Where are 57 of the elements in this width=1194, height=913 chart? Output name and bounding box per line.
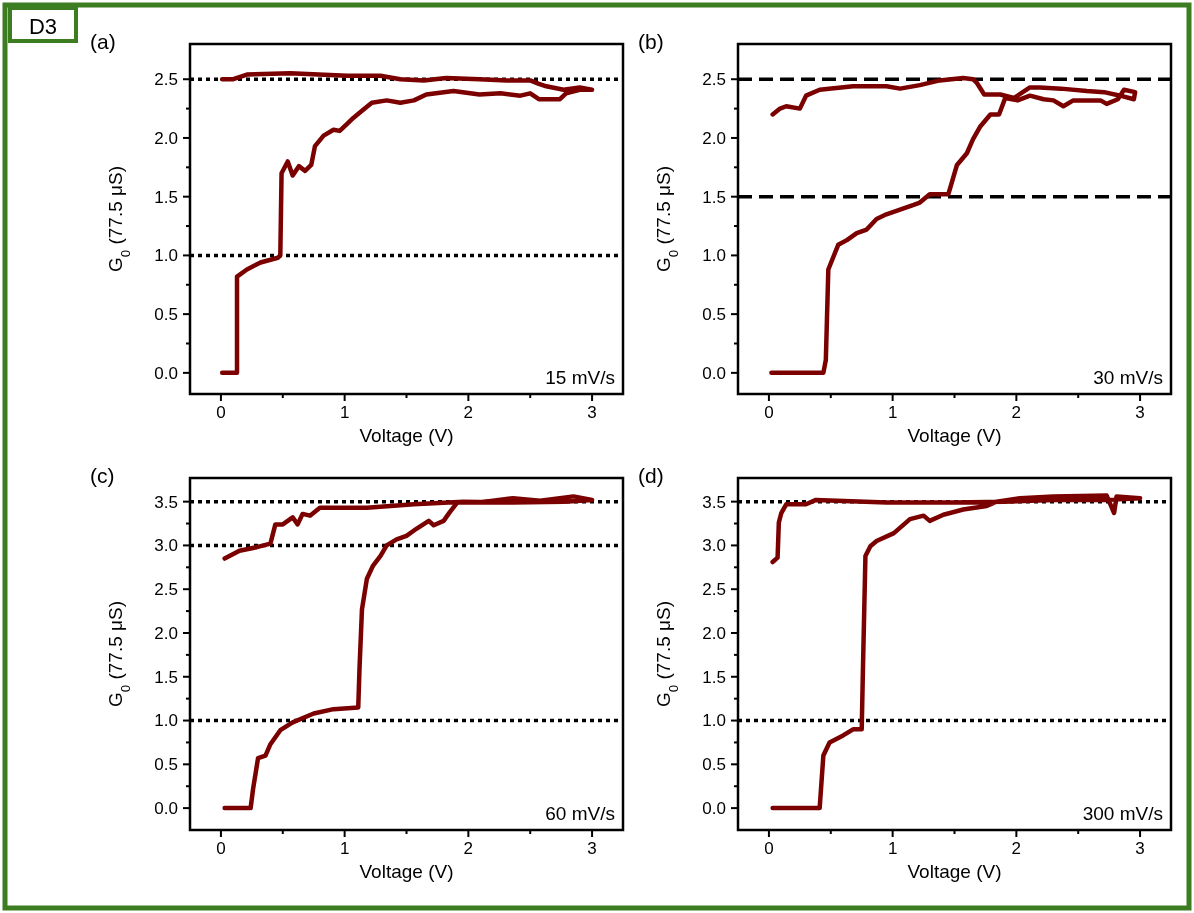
y-tick-label: 0.0 — [702, 363, 726, 383]
y-tick-label: 2.5 — [702, 70, 726, 90]
y-tick-label: 2.5 — [154, 580, 178, 600]
chart-title: (b) — [638, 30, 664, 53]
x-tick-label: 2 — [1011, 403, 1022, 422]
x-tick-label: 3 — [1135, 403, 1145, 422]
chart-title: (c) — [90, 464, 115, 487]
y-tick-label: 0.0 — [154, 363, 178, 383]
y-tick-label: 1.5 — [154, 667, 178, 687]
y-tick-label: 2.0 — [154, 623, 178, 643]
x-tick-label: 0 — [764, 403, 774, 422]
y-tick-label: 0.5 — [702, 755, 726, 775]
x-axis-title: Voltage (V) — [359, 425, 454, 446]
x-tick-label: 2 — [463, 839, 474, 858]
y-tick-label: 0.5 — [702, 305, 726, 325]
y-tick-label: 1.5 — [702, 667, 726, 687]
x-tick-label: 2 — [463, 403, 474, 422]
y-tick-label: 0.0 — [154, 799, 178, 819]
y-tick-label: 1.5 — [702, 187, 726, 207]
annotation: 60 mV/s — [545, 803, 615, 824]
x-tick-label: 1 — [887, 839, 898, 858]
y-tick-label: 3.5 — [702, 492, 726, 512]
y-tick-label: 2.0 — [702, 128, 726, 148]
x-tick-label: 3 — [587, 839, 597, 858]
y-tick-label: 1.0 — [154, 246, 178, 266]
annotation: 300 mV/s — [1082, 803, 1163, 824]
y-tick-label: 1.0 — [702, 711, 726, 731]
x-tick-label: 1 — [339, 403, 350, 422]
x-axis-title: Voltage (V) — [907, 425, 1002, 446]
x-tick-label: 1 — [887, 403, 898, 422]
x-tick-label: 0 — [764, 839, 774, 858]
text: D3 — [28, 14, 58, 39]
chart-title: (a) — [90, 30, 116, 53]
y-tick-label: 3.0 — [154, 536, 178, 556]
x-tick-label: 0 — [216, 839, 226, 858]
y-tick-label: 2.5 — [154, 70, 178, 90]
y-tick-label: 2.0 — [154, 128, 178, 148]
x-tick-label: 1 — [339, 839, 350, 858]
y-tick-label: 1.0 — [702, 246, 726, 266]
y-tick-label: 1.0 — [154, 711, 178, 731]
annotation: 15 mV/s — [545, 367, 615, 388]
y-tick-label: 2.5 — [702, 580, 726, 600]
chart-title: (d) — [638, 464, 664, 487]
y-tick-label: 1.5 — [154, 187, 178, 207]
x-axis-title: Voltage (V) — [907, 861, 1002, 882]
y-tick-label: 2.0 — [702, 623, 726, 643]
x-tick-label: 3 — [587, 403, 597, 422]
y-tick-label: 0.5 — [154, 755, 178, 775]
x-axis-title: Voltage (V) — [359, 861, 454, 882]
x-tick-label: 2 — [1011, 839, 1022, 858]
y-tick-label: 0.0 — [702, 799, 726, 819]
y-tick-label: 3.5 — [154, 492, 178, 512]
y-tick-label: 0.5 — [154, 305, 178, 325]
y-tick-label: 3.0 — [702, 536, 726, 556]
x-tick-label: 0 — [216, 403, 226, 422]
x-tick-label: 3 — [1135, 839, 1145, 858]
annotation: 30 mV/s — [1093, 367, 1163, 388]
